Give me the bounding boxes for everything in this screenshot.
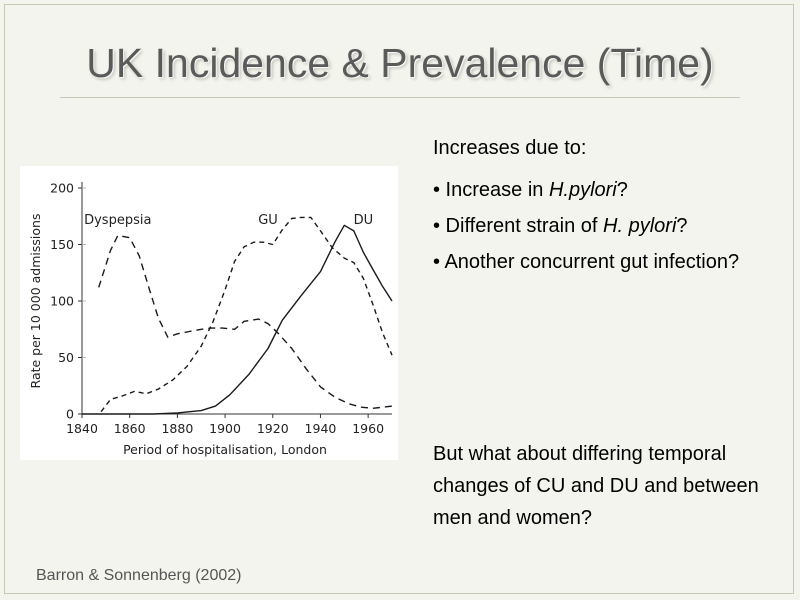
series-line-gu xyxy=(100,216,393,413)
line-chart: 0 50 100 150 200 1840 1860 1880 1900 1920 1940 1960… xyxy=(28,181,393,457)
plot-area: 0 50 100 150 200 1840 1860 1880 1900 1920 1940 1960… xyxy=(50,181,393,436)
question-text: But what about differing temporal change… xyxy=(433,443,759,529)
x-tick-label: 1880 xyxy=(161,421,193,436)
bullet-lead: Increases due to: xyxy=(433,137,587,159)
x-tick-label: 1900 xyxy=(209,421,241,436)
series-label: Dyspepsia xyxy=(84,213,151,228)
y-axis-label: Rate per 10 000 admissions xyxy=(28,214,43,389)
bullet-item: • Different strain of H. pylori? xyxy=(433,212,763,240)
series-line-dyspepsia xyxy=(98,234,393,409)
y-tick-label: 50 xyxy=(58,350,74,365)
bullet-suffix: ? xyxy=(676,215,688,237)
y-tick-label: 0 xyxy=(66,407,74,422)
title-divider xyxy=(60,97,740,98)
bullet-list: Increases due to: • Increase in H.pylori… xyxy=(433,134,763,284)
y-tick-label: 200 xyxy=(50,181,74,196)
slide-title: UK Incidence & Prevalence (Time) xyxy=(86,40,714,86)
slide-frame xyxy=(4,4,794,594)
bullet-text: • Another concurrent gut infection? xyxy=(433,251,740,273)
x-tick-label: 1860 xyxy=(114,421,146,436)
chart-panel: 0 50 100 150 200 1840 1860 1880 1900 1920 1940 1960… xyxy=(20,166,398,460)
citation: Barron & Sonnenberg (2002) xyxy=(36,567,242,584)
bullet-emphasis: H. pylori xyxy=(603,215,677,237)
bullet-emphasis: H.pylori xyxy=(548,179,617,201)
x-axis-label: Period of hospitalisation, London xyxy=(123,442,327,457)
y-tick-label: 150 xyxy=(50,237,74,252)
y-tick-label: 100 xyxy=(50,294,74,309)
bullet-text: • Different strain of xyxy=(433,215,604,237)
bullet-item: • Increase in H.pylori? xyxy=(433,176,763,204)
series-line-du xyxy=(82,224,393,415)
x-tick-label: 1960 xyxy=(352,421,384,436)
x-tick-label: 1920 xyxy=(257,421,289,436)
bullet-suffix: ? xyxy=(616,179,628,201)
bullet-text: • Increase in xyxy=(433,179,549,201)
series-label: GU xyxy=(258,213,278,228)
series-label: DU xyxy=(354,213,374,228)
bullet-item: • Another concurrent gut infection? xyxy=(433,248,763,276)
x-tick-label: 1840 xyxy=(66,421,98,436)
x-tick-label: 1940 xyxy=(305,421,337,436)
